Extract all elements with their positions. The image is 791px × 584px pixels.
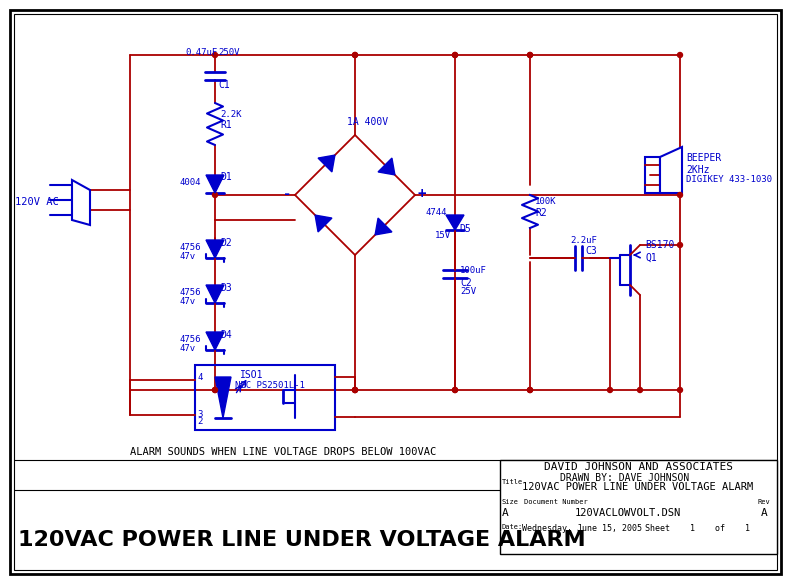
Text: 3: 3	[197, 410, 202, 419]
Text: 1A 400V: 1A 400V	[347, 117, 388, 127]
Polygon shape	[206, 240, 224, 258]
Polygon shape	[206, 332, 224, 350]
Circle shape	[452, 53, 457, 57]
Circle shape	[678, 242, 683, 248]
Circle shape	[528, 53, 532, 57]
Circle shape	[213, 193, 218, 197]
Circle shape	[353, 388, 358, 392]
Circle shape	[607, 388, 612, 392]
Text: ALARM SOUNDS WHEN LINE VOLTAGE DROPS BELOW 100VAC: ALARM SOUNDS WHEN LINE VOLTAGE DROPS BEL…	[130, 447, 437, 457]
Text: +: +	[418, 187, 426, 201]
Text: Size: Size	[502, 499, 519, 505]
Circle shape	[353, 388, 358, 392]
Circle shape	[213, 388, 218, 392]
Text: 120VAC POWER LINE UNDER VOLTAGE ALARM: 120VAC POWER LINE UNDER VOLTAGE ALARM	[522, 482, 754, 492]
Text: 47v: 47v	[180, 344, 196, 353]
Text: 120VACLOWVOLT.DSN: 120VACLOWVOLT.DSN	[575, 508, 681, 518]
Text: D4: D4	[220, 330, 232, 340]
Text: 2: 2	[197, 417, 202, 426]
Polygon shape	[206, 285, 224, 303]
Text: Q1: Q1	[645, 253, 657, 263]
Circle shape	[452, 53, 457, 57]
Text: A: A	[761, 508, 768, 518]
Bar	[645, 157, 660, 193]
Text: C1: C1	[218, 80, 229, 90]
Polygon shape	[206, 175, 224, 193]
Text: 120VAC POWER LINE UNDER VOLTAGE ALARM: 120VAC POWER LINE UNDER VOLTAGE ALARM	[18, 530, 585, 550]
Text: Document Number: Document Number	[524, 499, 588, 505]
Text: 47v: 47v	[180, 252, 196, 261]
Circle shape	[678, 193, 683, 197]
Text: ISO1: ISO1	[240, 370, 263, 380]
Text: 250V: 250V	[218, 48, 240, 57]
Text: DRAWN BY: DAVE JOHNSON: DRAWN BY: DAVE JOHNSON	[560, 473, 689, 483]
Text: 2.2uF: 2.2uF	[570, 236, 597, 245]
Circle shape	[213, 53, 218, 57]
Circle shape	[678, 53, 683, 57]
Text: D5: D5	[459, 224, 471, 234]
Polygon shape	[375, 218, 392, 235]
Bar	[195, 365, 335, 430]
Text: C3: C3	[585, 246, 596, 256]
Text: 4004: 4004	[180, 178, 202, 187]
Text: 4756: 4756	[180, 243, 202, 252]
Text: D3: D3	[220, 283, 232, 293]
Polygon shape	[378, 158, 395, 175]
Text: 15V: 15V	[435, 231, 451, 240]
Text: BS170: BS170	[645, 240, 675, 250]
Text: 25V: 25V	[460, 287, 476, 296]
Text: Date:: Date:	[502, 524, 524, 530]
Polygon shape	[446, 215, 464, 230]
Circle shape	[353, 53, 358, 57]
Text: 100uF: 100uF	[460, 266, 487, 275]
Circle shape	[638, 388, 642, 392]
Text: DAVID JOHNSON AND ASSOCIATES: DAVID JOHNSON AND ASSOCIATES	[543, 462, 732, 472]
Text: R1: R1	[220, 120, 232, 130]
Text: Wednesday, June 15, 2005: Wednesday, June 15, 2005	[522, 524, 642, 533]
Text: C2: C2	[460, 278, 471, 288]
Text: -: -	[283, 187, 291, 201]
Text: D2: D2	[220, 238, 232, 248]
Polygon shape	[660, 147, 682, 193]
Circle shape	[678, 388, 683, 392]
Text: 4: 4	[197, 373, 202, 382]
Circle shape	[213, 388, 218, 392]
Text: 4744: 4744	[425, 208, 446, 217]
Text: 2KHz: 2KHz	[686, 165, 710, 175]
Text: Rev: Rev	[757, 499, 770, 505]
Text: 4756: 4756	[180, 335, 202, 344]
Bar	[500, 460, 777, 554]
Text: Title: Title	[502, 479, 524, 485]
Text: R2: R2	[535, 208, 547, 218]
Circle shape	[353, 388, 358, 392]
Text: A: A	[502, 508, 509, 518]
Text: BEEPER: BEEPER	[686, 153, 721, 163]
Text: 120V AC: 120V AC	[15, 197, 59, 207]
Text: Sheet    1    of    1: Sheet 1 of 1	[645, 524, 750, 533]
Circle shape	[452, 388, 457, 392]
Polygon shape	[72, 180, 90, 225]
Circle shape	[528, 388, 532, 392]
Circle shape	[452, 388, 457, 392]
Text: 100K: 100K	[535, 197, 557, 206]
Polygon shape	[215, 377, 231, 418]
Text: 47v: 47v	[180, 297, 196, 306]
Text: NEC PS2501L-1: NEC PS2501L-1	[235, 381, 305, 390]
Text: DIGIKEY 433-1030: DIGIKEY 433-1030	[686, 175, 772, 184]
Circle shape	[528, 53, 532, 57]
Text: D1: D1	[220, 172, 232, 182]
Text: 0.47uF: 0.47uF	[185, 48, 218, 57]
Polygon shape	[318, 155, 335, 172]
Polygon shape	[315, 215, 332, 232]
Text: 2.2K: 2.2K	[220, 110, 241, 119]
Text: 4756: 4756	[180, 288, 202, 297]
Circle shape	[353, 53, 358, 57]
Circle shape	[528, 388, 532, 392]
